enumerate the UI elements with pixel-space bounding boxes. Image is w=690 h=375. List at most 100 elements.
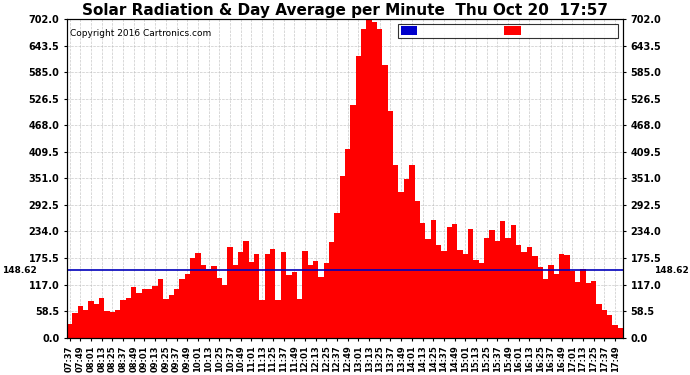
Bar [339,176,345,338]
Bar [468,229,473,338]
Bar [324,263,329,338]
Bar [297,299,302,338]
Bar [538,267,543,338]
Bar [559,254,564,338]
Bar [596,304,602,338]
Bar [569,271,575,338]
Bar [479,263,484,338]
Bar [131,287,137,338]
Bar [190,258,195,338]
Bar [115,310,121,338]
Bar [602,310,607,338]
Bar [457,251,462,338]
Bar [372,22,377,338]
Bar [286,275,292,338]
Bar [586,283,591,338]
Bar [201,265,206,338]
Bar [591,281,596,338]
Bar [281,252,286,338]
Bar [446,227,452,338]
Bar [607,315,612,338]
Bar [238,252,244,338]
Bar [164,299,168,338]
Bar [195,253,201,338]
Bar [398,192,404,338]
Bar [292,272,297,338]
Bar [484,238,489,338]
Bar [206,269,211,338]
Bar [580,269,586,338]
Bar [415,201,420,338]
Bar [495,241,500,338]
Title: Solar Radiation & Day Average per Minute  Thu Oct 20  17:57: Solar Radiation & Day Average per Minute… [82,3,608,18]
Bar [522,252,526,338]
Bar [382,65,388,338]
Bar [121,300,126,338]
Text: 148.62: 148.62 [653,266,689,275]
Bar [526,247,532,338]
Bar [436,245,441,338]
Bar [393,165,398,338]
Text: 148.62: 148.62 [1,266,37,275]
Bar [532,256,538,338]
Bar [511,225,516,338]
Bar [126,297,131,338]
Bar [548,265,553,338]
Bar [425,239,431,338]
Bar [147,290,152,338]
Bar [217,278,222,338]
Bar [345,149,351,338]
Bar [179,279,185,338]
Bar [137,293,142,338]
Bar [489,230,495,338]
Bar [185,274,190,338]
Bar [462,254,468,338]
Bar [500,221,505,338]
Bar [355,56,361,338]
Bar [313,261,318,338]
Bar [259,300,265,338]
Bar [431,220,436,338]
Bar [72,313,78,338]
Bar [420,223,425,338]
Bar [233,265,238,338]
Bar [83,310,88,338]
Bar [244,241,249,338]
Bar [366,19,372,338]
Bar [409,165,415,338]
Bar [211,266,217,338]
Bar [67,324,72,338]
Bar [152,285,158,338]
Bar [99,298,104,338]
Bar [575,282,580,338]
Bar [318,277,324,338]
Bar [302,251,308,338]
Bar [516,245,522,338]
Bar [275,300,281,338]
Bar [452,224,457,338]
Bar [308,265,313,338]
Bar [377,29,382,338]
Bar [222,285,228,338]
Bar [158,279,164,338]
Bar [78,306,83,338]
Bar [110,312,115,338]
Bar [329,242,335,338]
Bar [618,328,623,338]
Bar [351,105,355,338]
Bar [270,249,275,338]
Bar [104,310,110,338]
Bar [388,111,393,338]
Legend: Median (w/m2), Radiation (w/m2): Median (w/m2), Radiation (w/m2) [398,24,618,38]
Text: Copyright 2016 Cartronics.com: Copyright 2016 Cartronics.com [70,28,211,38]
Bar [543,279,548,338]
Bar [142,289,147,338]
Bar [441,251,446,338]
Bar [335,213,339,338]
Bar [505,238,511,338]
Bar [404,179,409,338]
Bar [88,302,94,338]
Bar [254,254,259,338]
Bar [361,29,366,338]
Bar [174,289,179,338]
